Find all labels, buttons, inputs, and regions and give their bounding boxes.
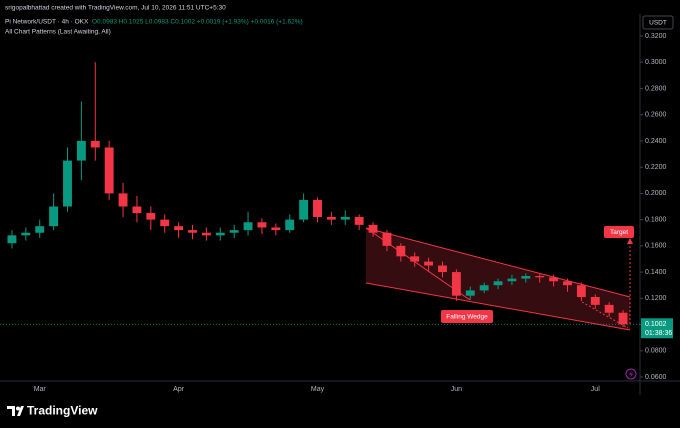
wedge-label-box: [441, 310, 493, 323]
target-label-box: [604, 226, 634, 238]
x-tick-label: Jul: [591, 386, 600, 393]
unit-label: USDT: [649, 20, 667, 27]
y-tick-label: 0.2400: [645, 138, 667, 145]
candle-body: [90, 140, 100, 148]
candle-body: [604, 304, 614, 313]
candle-body: [76, 140, 86, 161]
candle-body: [382, 232, 392, 246]
candle-body: [326, 216, 336, 220]
y-tick-label: 0.1400: [645, 269, 667, 276]
x-tick-label: Mar: [34, 386, 47, 393]
indicator: All Chart Patterns (Last Awaiting, All): [5, 29, 111, 36]
candle-body: [396, 245, 406, 257]
candle-body: [7, 235, 17, 244]
footer: [0, 396, 680, 428]
y-tick-label: 0.3000: [645, 59, 667, 66]
candle-body: [160, 219, 170, 227]
y-tick-label: 0.0600: [645, 374, 667, 381]
candle-body: [535, 276, 545, 278]
candle-body: [104, 147, 114, 194]
y-tick-label: 0.2000: [645, 190, 667, 197]
x-tick-label: May: [311, 386, 325, 393]
candle-body: [618, 312, 628, 325]
candle-body: [299, 199, 309, 220]
candle-body: [590, 296, 600, 305]
y-tick-label: 0.2200: [645, 164, 667, 171]
candle-body: [146, 213, 156, 220]
symbol: Pi Network/USDT · 4h · OKX: [5, 19, 89, 26]
candle-body: [49, 206, 59, 227]
candle-body: [118, 193, 128, 207]
candle-body: [451, 272, 461, 296]
candle-body: [493, 281, 503, 286]
candle-body: [479, 285, 489, 291]
y-tick-label: 0.2600: [645, 112, 667, 119]
candle-body: [201, 232, 211, 236]
candle-body: [21, 232, 31, 236]
last-price-label: 0.1002: [645, 321, 667, 328]
candle-body: [549, 277, 559, 282]
wedge-label: Falling Wedge: [446, 314, 488, 321]
candle-body: [132, 206, 142, 214]
y-tick-label: 0.1800: [645, 216, 667, 223]
candle-body: [507, 278, 517, 282]
brand: TradingView: [27, 404, 98, 418]
ohlc-values: O0.0983 H0.1025 L0.0983 C0.1002 +0.0019 …: [92, 19, 303, 26]
candle-body: [63, 160, 72, 207]
candle-body: [563, 281, 572, 286]
x-tick-label: Jun: [451, 386, 462, 393]
candle-body: [368, 224, 378, 233]
candle-body: [521, 276, 531, 279]
candle-body: [271, 227, 281, 231]
brand-logo-dot: [16, 406, 20, 411]
candle-body: [354, 216, 364, 225]
candle-body: [340, 216, 350, 220]
candle-body: [229, 230, 239, 233]
candle-body: [313, 199, 322, 217]
wedge-lower: [365, 282, 631, 331]
unit-box: [642, 15, 674, 30]
target-arrowhead: [627, 238, 633, 244]
brand-logo: [7, 406, 24, 416]
candle-body: [438, 265, 447, 273]
candle-body: [257, 222, 267, 228]
caption: srigopalbhattad created with TradingView…: [5, 5, 226, 12]
candle-body: [188, 230, 197, 233]
candle-body: [285, 219, 295, 231]
candle-body: [243, 222, 253, 231]
y-tick-label: 0.3200: [645, 33, 667, 40]
countdown-label: 01:38:36: [645, 330, 672, 337]
x-tick-label: Apr: [173, 386, 185, 393]
y-tick-label: 0.1200: [645, 295, 667, 302]
target-label: Target: [610, 229, 628, 236]
candle-body: [424, 261, 434, 266]
candle-body: [576, 285, 586, 297]
alert-icon-bolt: [629, 370, 633, 378]
last-price-box: [641, 318, 673, 339]
y-tick-label: 0.0800: [645, 348, 667, 355]
candle-body: [410, 256, 420, 262]
y-tick-label: 0.1600: [645, 243, 667, 250]
candle-body: [465, 290, 475, 296]
candle-body: [215, 232, 225, 236]
candle-body: [174, 226, 184, 231]
y-tick-label: 0.2800: [645, 85, 667, 92]
wedge-upper: [365, 227, 631, 298]
alert-icon[interactable]: [625, 368, 637, 380]
candle-body: [35, 226, 45, 233]
